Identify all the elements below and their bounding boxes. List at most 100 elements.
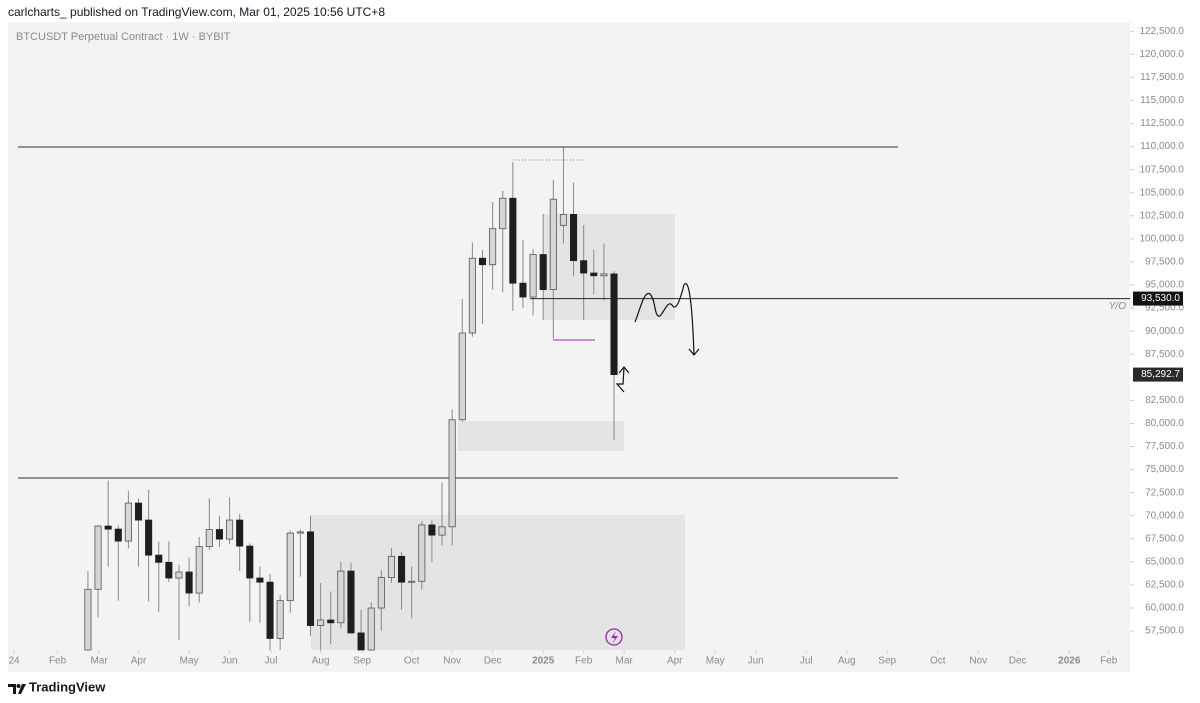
candle-body xyxy=(489,228,497,266)
x-tick-label: Dec xyxy=(1009,656,1027,667)
candle-body xyxy=(570,214,578,262)
last-price-label: 85,292.7 xyxy=(1141,369,1180,380)
y-tick-label: 57,500.0 xyxy=(1145,626,1184,637)
y-tick-label: 122,500.0 xyxy=(1140,26,1185,37)
x-tick-label: Nov xyxy=(443,656,461,667)
x-tick-label: Jun xyxy=(222,656,238,667)
x-tick-label: Apr xyxy=(667,656,683,667)
y-tick-label: 90,000.0 xyxy=(1145,326,1184,337)
x-tick-label: Mar xyxy=(90,656,108,667)
zone-box xyxy=(311,515,685,650)
candle-body xyxy=(418,524,426,582)
candle-body xyxy=(215,529,223,540)
price-line-label: 93,530.0 xyxy=(1141,293,1180,304)
candle-body xyxy=(306,531,315,626)
candle-body xyxy=(347,570,355,634)
x-tick-label: Sep xyxy=(878,656,896,667)
x-tick-label: Apr xyxy=(131,656,147,667)
candle-body xyxy=(145,519,153,556)
x-tick-label: Oct xyxy=(404,656,420,667)
price-line-label-bg xyxy=(1133,291,1183,306)
x-tick-label: Oct xyxy=(930,656,946,667)
candle-body xyxy=(286,532,294,602)
x-tick-label: Sep xyxy=(353,656,371,667)
y-tick-label: 65,000.0 xyxy=(1145,557,1184,568)
y-tick-label: 112,500.0 xyxy=(1140,118,1184,129)
candle-body xyxy=(519,282,527,298)
candle-body xyxy=(398,555,406,583)
candle-body xyxy=(195,546,203,594)
x-tick-label: 2025 xyxy=(532,656,555,667)
x-tick-label: Feb xyxy=(49,656,67,667)
price-line-tag: Y/O xyxy=(1109,301,1126,312)
brand-logo xyxy=(8,684,26,694)
x-tick-label: Jul xyxy=(800,656,813,667)
candle-body xyxy=(539,254,547,291)
candle-body xyxy=(367,607,375,651)
hand-drawn-projection xyxy=(634,283,700,356)
candle-body xyxy=(428,524,436,536)
candle-body xyxy=(600,273,608,277)
y-tick-label: 97,500.0 xyxy=(1145,257,1184,268)
y-tick-label: 67,500.0 xyxy=(1145,533,1184,544)
candle-body xyxy=(155,554,163,563)
candle-body xyxy=(357,632,365,651)
candle-body xyxy=(114,528,122,542)
last-price-label-bg xyxy=(1133,367,1183,382)
candle-body xyxy=(327,619,335,624)
candle-body xyxy=(610,273,618,375)
y-tick-label: 82,500.0 xyxy=(1145,395,1184,406)
candle-body xyxy=(205,529,213,548)
candle-body xyxy=(94,525,102,590)
candle-body xyxy=(165,561,173,579)
candle-body xyxy=(246,545,254,579)
candle-body xyxy=(438,526,446,536)
candle-body xyxy=(276,600,284,639)
y-tick-label: 87,500.0 xyxy=(1145,349,1184,360)
x-tick-label: Dec xyxy=(484,656,502,667)
candle-body xyxy=(448,419,456,528)
candle-body xyxy=(529,254,537,298)
candle-body xyxy=(408,580,416,583)
candle-body xyxy=(317,619,325,626)
x-tick-label: May xyxy=(180,656,199,667)
candle-body xyxy=(84,588,92,651)
candle-body xyxy=(134,502,143,521)
candle-body xyxy=(236,519,244,547)
candle-body xyxy=(226,519,234,540)
x-tick-label: Jul xyxy=(265,656,278,667)
x-tick-label: Feb xyxy=(1100,656,1118,667)
y-tick-label: 77,500.0 xyxy=(1145,441,1184,452)
event-icon xyxy=(605,628,623,646)
candle-body xyxy=(458,332,466,421)
x-tick-label: Nov xyxy=(969,656,987,667)
event-icon xyxy=(611,631,618,644)
y-tick-label: 115,000.0 xyxy=(1140,95,1184,106)
header: carlcharts_ published on TradingView.com… xyxy=(8,5,385,19)
y-tick-label: 95,000.0 xyxy=(1145,280,1184,291)
candle-body xyxy=(499,197,507,230)
candle-body xyxy=(296,531,304,534)
candle-body xyxy=(559,214,567,226)
y-tick-label: 100,000.0 xyxy=(1140,234,1185,245)
x-tick-label: Aug xyxy=(838,656,856,667)
y-tick-label: 117,500.0 xyxy=(1140,72,1184,83)
hand-drawn-arrow xyxy=(615,366,630,393)
x-tick-label: Jun xyxy=(748,656,764,667)
candle-body xyxy=(549,198,557,291)
symbol-label: BTCUSDT Perpetual Contract · 1W · BYBIT xyxy=(16,31,231,43)
x-tick-label: Mar xyxy=(616,656,634,667)
candle-body xyxy=(509,197,517,284)
y-tick-label: 110,000.0 xyxy=(1140,141,1184,152)
x-tick-label: 2026 xyxy=(1058,656,1081,667)
y-tick-label: 120,000.0 xyxy=(1140,49,1185,60)
y-tick-label: 72,500.0 xyxy=(1145,487,1184,498)
y-tick-label: 70,000.0 xyxy=(1145,510,1184,521)
y-tick-label: 92,500.0 xyxy=(1145,303,1184,314)
y-tick-label: 60,000.0 xyxy=(1145,603,1184,614)
candle-body xyxy=(478,257,487,266)
y-tick-label: 75,000.0 xyxy=(1145,464,1184,475)
candle-body xyxy=(256,577,264,583)
x-tick-label: Feb xyxy=(575,656,593,667)
